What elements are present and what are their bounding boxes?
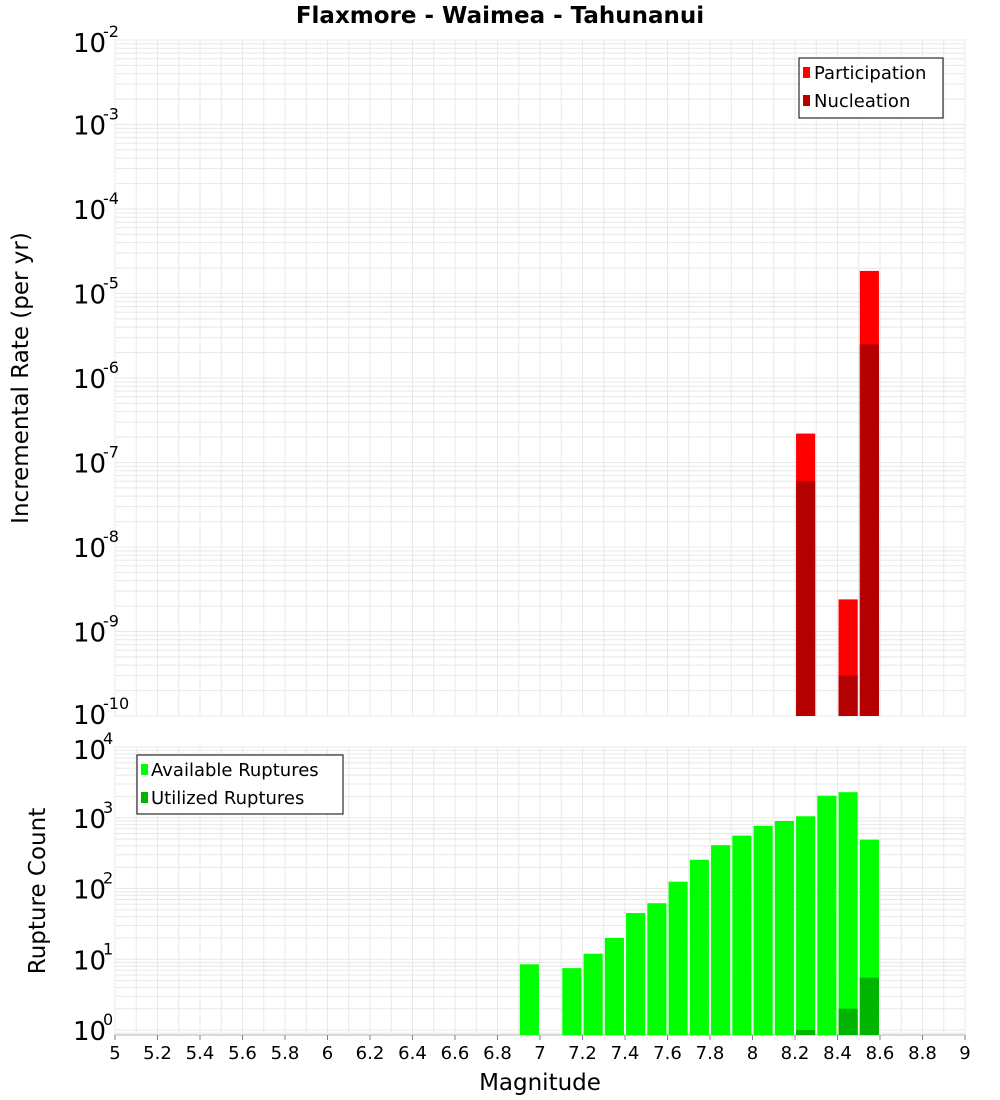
rate-y-tick-exponent: -6: [103, 358, 119, 377]
nucleation-legend-swatch: [803, 95, 810, 106]
x-tick-label: 7.8: [696, 1043, 725, 1064]
count-y-tick-exponent: 4: [103, 729, 113, 748]
chart-title: Flaxmore - Waimea - Tahunanui: [296, 3, 704, 29]
rate-legend: Participation Nucleation: [798, 57, 944, 119]
x-tick-label: 7: [534, 1043, 545, 1064]
rate-y-tick-base: 10: [73, 619, 106, 649]
x-tick-label: 5.4: [186, 1043, 215, 1064]
x-tick-label: 7.4: [611, 1043, 640, 1064]
rate-y-axis-label: Incremental Rate (per yr): [8, 232, 34, 524]
rate-legend-box: [798, 57, 944, 119]
nucleation-bar: [859, 344, 879, 716]
available-ruptures-bar: [562, 968, 582, 1035]
available-ruptures-bar: [838, 792, 858, 1035]
x-tick-label: 7.2: [568, 1043, 597, 1064]
count-legend: Available Ruptures Utilized Ruptures: [136, 754, 344, 815]
count-y-tick-base: 10: [73, 946, 106, 976]
rate-y-tick-exponent: -2: [103, 22, 119, 41]
count-y-tick-exponent: 1: [103, 939, 113, 958]
available-ruptures-legend-label: Available Ruptures: [151, 760, 319, 781]
count-y-tick-base: 10: [73, 805, 106, 835]
x-tick-label: 8.8: [908, 1043, 937, 1064]
x-tick-label: 8.6: [866, 1043, 895, 1064]
nucleation-bar: [838, 675, 858, 716]
available-ruptures-bar: [519, 964, 539, 1035]
x-tick-label: 5: [109, 1043, 120, 1064]
count-y-tick-exponent: 3: [103, 798, 113, 817]
count-y-tick-exponent: 0: [103, 1010, 113, 1029]
x-tick-label: 9: [959, 1043, 970, 1064]
x-tick-label: 6.6: [441, 1043, 470, 1064]
rate-y-tick-exponent: -8: [103, 527, 119, 546]
available-ruptures-bar: [732, 835, 752, 1035]
x-tick-label: 6: [322, 1043, 333, 1064]
available-ruptures-bar: [689, 859, 709, 1035]
x-tick-label: 8.2: [781, 1043, 810, 1064]
rate-y-ticks: 10-210-310-410-510-610-710-810-910-10: [73, 22, 129, 731]
utilized-ruptures-bar: [838, 1008, 858, 1035]
count-y-tick-base: 10: [73, 1017, 106, 1047]
count-bars: [519, 792, 879, 1035]
x-tick-label: 6.4: [398, 1043, 427, 1064]
count-legend-box: [136, 754, 344, 815]
utilized-ruptures-legend-swatch: [141, 792, 148, 803]
x-tick-label: 5.8: [271, 1043, 300, 1064]
nucleation-bar: [796, 481, 816, 716]
rate-y-tick-base: 10: [73, 701, 106, 731]
participation-legend-label: Participation: [814, 63, 926, 84]
rate-y-tick-base: 10: [73, 29, 106, 59]
rate-y-tick-exponent: -3: [103, 105, 119, 124]
rate-panel: 10-210-310-410-510-610-710-810-910-10 In…: [8, 22, 966, 731]
rate-bars: [796, 270, 879, 716]
x-tick-label: 5.2: [143, 1043, 172, 1064]
count-y-tick-exponent: 2: [103, 869, 113, 888]
x-tick-label: 8.4: [823, 1043, 852, 1064]
available-ruptures-bar: [604, 937, 624, 1035]
x-tick-label: 5.6: [228, 1043, 257, 1064]
x-axis-label: Magnitude: [479, 1070, 601, 1096]
count-y-tick-base: 10: [73, 736, 106, 766]
count-y-axis-label: Rupture Count: [25, 808, 51, 974]
utilized-ruptures-bar: [796, 1030, 816, 1035]
x-tick-label: 7.6: [653, 1043, 682, 1064]
rate-grid: [114, 39, 966, 717]
x-tick-label: 6.2: [356, 1043, 385, 1064]
available-ruptures-bar: [711, 845, 731, 1035]
available-ruptures-bar: [817, 795, 837, 1035]
rate-y-tick-exponent: -10: [103, 694, 129, 713]
count-y-tick-base: 10: [73, 876, 106, 906]
available-ruptures-bar: [774, 820, 794, 1035]
rate-y-tick-base: 10: [73, 281, 106, 311]
rate-y-tick-base: 10: [73, 112, 106, 142]
available-ruptures-bar: [668, 881, 688, 1035]
available-ruptures-bar: [647, 903, 667, 1035]
rate-y-tick-exponent: -9: [103, 612, 119, 631]
available-ruptures-legend-swatch: [141, 764, 148, 775]
rate-y-tick-exponent: -7: [103, 443, 119, 462]
utilized-ruptures-bar: [859, 977, 879, 1035]
rate-y-tick-base: 10: [73, 365, 106, 395]
rate-y-tick-exponent: -5: [103, 274, 119, 293]
available-ruptures-bar: [796, 816, 816, 1035]
rate-y-tick-base: 10: [73, 534, 106, 564]
x-axis-ticks: 5 5.2 5.4 5.6 5.8 6 6.2 6.4 6.6 6.8 7 7.2 7.4 7.6 7.8 8…: [109, 1035, 971, 1064]
rate-y-tick-base: 10: [73, 196, 106, 226]
available-ruptures-bar: [583, 953, 603, 1035]
utilized-ruptures-legend-label: Utilized Ruptures: [151, 788, 304, 809]
rate-y-tick-base: 10: [73, 450, 106, 480]
available-ruptures-bar: [753, 825, 773, 1035]
nucleation-legend-label: Nucleation: [814, 91, 910, 112]
x-tick-label: 6.8: [483, 1043, 512, 1064]
participation-legend-swatch: [803, 67, 810, 78]
available-ruptures-bar: [626, 913, 646, 1035]
rate-y-tick-exponent: -4: [103, 189, 119, 208]
x-tick-label: 8: [747, 1043, 758, 1064]
